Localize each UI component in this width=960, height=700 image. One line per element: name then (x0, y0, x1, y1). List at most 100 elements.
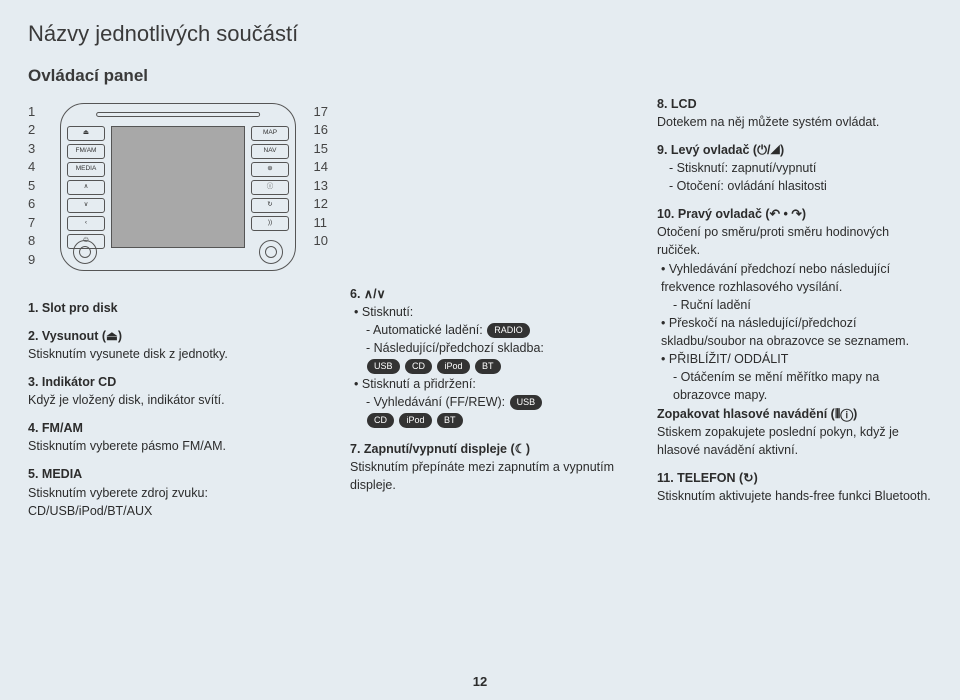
phone-button: ↻ (251, 198, 289, 213)
cd-pill: CD (367, 413, 394, 428)
num-10: 10 (314, 232, 328, 251)
num-2: 2 (28, 121, 35, 140)
num-4: 4 (28, 158, 35, 177)
entry-num: 9. (657, 143, 667, 157)
ipod-pill: iPod (399, 413, 431, 428)
control-panel-diagram: 1 2 3 4 5 6 7 8 9 ⏏ FM/AM MEDIA ∧ ∨ ‹ (28, 95, 328, 285)
map-button: MAP (251, 126, 289, 141)
entry-5: 5. MEDIA Stisknutím vyberete zdroj zvuku… (28, 465, 328, 519)
entry-num: 10. (657, 207, 674, 221)
entry-title: FM/AM (42, 421, 83, 435)
right-knob (259, 240, 283, 264)
bullet-hold: Stisknutí a přidržení: Vyhledávání (FF/R… (354, 375, 635, 429)
dash-manual-tune: Ruční ladění (673, 296, 932, 314)
entry-title-close: ) (526, 442, 530, 456)
num-9: 9 (28, 251, 35, 270)
voice-button: )) (251, 216, 289, 231)
panel-frame: ⏏ FM/AM MEDIA ∧ ∨ ‹ ⏻ MAP NAV ⊕ ⓘ ↻ )) (60, 103, 296, 271)
page-title: Názvy jednotlivých součástí (28, 18, 932, 50)
entry-text: Stisknutím vyberete zdroj zvuku: CD/USB/… (28, 486, 208, 518)
eject-icon: ⏏ (106, 329, 118, 343)
bt-pill: BT (437, 413, 463, 428)
num-6: 6 (28, 195, 35, 214)
entry-11: 11. TELEFON (↻) Stisknutím aktivujete ha… (657, 469, 932, 505)
rotary-icon: ↶ • ↷ (770, 207, 802, 221)
num-11: 11 (314, 214, 328, 233)
disc-slot (96, 112, 260, 117)
num-7: 7 (28, 214, 35, 233)
entry-title: TELEFON ( (677, 471, 743, 485)
media-button: MEDIA (67, 162, 105, 177)
eject-button: ⏏ (67, 126, 105, 141)
bullet-stisknuti: Stisknutí: Automatické ladění: RADIO Nás… (354, 303, 635, 376)
right-button-column: MAP NAV ⊕ ⓘ ↻ )) (251, 126, 289, 231)
entry-num: 7. (350, 442, 360, 456)
entry-title-close: ) (780, 143, 784, 157)
dash-map-scale: Otáčením se mění měřítko mapy na obrazov… (673, 368, 932, 404)
info-button: ⓘ (251, 180, 289, 195)
entry-num: 6. (350, 287, 360, 301)
dash-ffrew: Vyhledávání (FF/REW): USB CD iPod BT (366, 393, 635, 429)
entry-title: MEDIA (42, 467, 82, 481)
num-15: 15 (314, 140, 328, 159)
num-12: 12 (314, 195, 328, 214)
dash-turn: Otočení: ovládání hlasitosti (669, 177, 932, 195)
back-button: ‹ (67, 216, 105, 231)
usb-pill: USB (510, 395, 543, 410)
lcd-screen (111, 126, 245, 248)
power-vol-icon: ⏻/◢ (757, 143, 780, 157)
repeat-title-close: ) (853, 407, 857, 421)
entry-title: ∧/∨ (364, 287, 386, 301)
num-3: 3 (28, 140, 35, 159)
fmam-button: FM/AM (67, 144, 105, 159)
dash-press: Stisknutí: zapnutí/vypnutí (669, 159, 932, 177)
usb-pill: USB (367, 359, 400, 374)
repeat-text: Stiskem zopakujete poslední pokyn, když … (657, 425, 899, 457)
entry-num: 3. (28, 375, 38, 389)
entry-text: Dotekem na něj můžete systém ovládat. (657, 115, 879, 129)
entry-title: Zapnutí/vypnutí displeje ( (364, 442, 515, 456)
dash-next-prev: Následující/předchozí skladba: USB CD iP… (366, 339, 635, 375)
moon-icon: ☾ (515, 442, 526, 456)
phone-icon: ↻ (743, 471, 753, 485)
entry-7: 7. Zapnutí/vypnutí displeje (☾) Stisknut… (350, 440, 635, 494)
page-number: 12 (473, 673, 487, 692)
num-14: 14 (314, 158, 328, 177)
num-5: 5 (28, 177, 35, 196)
diagram-left-numbers: 1 2 3 4 5 6 7 8 9 (28, 103, 35, 270)
entry-text: Stisknutím přepínáte mezi zapnutím a vyp… (350, 460, 614, 492)
entry-title: LCD (671, 97, 697, 111)
entry-num: 2. (28, 329, 38, 343)
bullet-freq: Vyhledávání předchozí nebo následující f… (661, 260, 932, 314)
diagram-right-numbers: 17 16 15 14 13 12 11 10 (314, 103, 328, 251)
zoom-button: ⊕ (251, 162, 289, 177)
entry-title: Pravý ovladač ( (678, 207, 770, 221)
entry-title: Vysunout ( (42, 329, 106, 343)
cd-pill: CD (405, 359, 432, 374)
bt-pill: BT (475, 359, 501, 374)
nav-button: NAV (251, 144, 289, 159)
entry-num: 8. (657, 97, 667, 111)
radio-pill: RADIO (487, 323, 530, 338)
entry-8: 8. LCD Dotekem na něj můžete systém ovlá… (657, 95, 932, 131)
entry-num: 1. (28, 301, 38, 315)
entry-10: 10. Pravý ovladač (↶ • ↷) Otočení po smě… (657, 205, 932, 459)
entry-title: Levý ovladač ( (671, 143, 757, 157)
entry-text: Otočení po směru/proti směru hodinových … (657, 225, 889, 257)
entry-title: Slot pro disk (42, 301, 118, 315)
entry-title-close: ) (754, 471, 758, 485)
entry-2: 2. Vysunout (⏏) Stisknutím vysunete disk… (28, 327, 328, 363)
entry-4: 4. FM/AM Stisknutím vyberete pásmo FM/AM… (28, 419, 328, 455)
entry-text: Stisknutím aktivujete hands-free funkci … (657, 489, 931, 503)
num-13: 13 (314, 177, 328, 196)
left-button-column: ⏏ FM/AM MEDIA ∧ ∨ ‹ ⏻ (67, 126, 105, 249)
entry-title-close: ) (802, 207, 806, 221)
entry-3: 3. Indikátor CD Když je vložený disk, in… (28, 373, 328, 409)
down-button: ∨ (67, 198, 105, 213)
num-17: 17 (314, 103, 328, 122)
bullet-skip: Přeskočí na následující/předchozí skladb… (661, 314, 932, 350)
left-knob (73, 240, 97, 264)
bullet-zoom: PŘIBLÍŽIT/ ODDÁLIT Otáčením se mění měří… (661, 350, 932, 404)
entry-6: 6. ∧/∨ Stisknutí: Automatické ladění: RA… (350, 285, 635, 430)
entry-num: 4. (28, 421, 38, 435)
